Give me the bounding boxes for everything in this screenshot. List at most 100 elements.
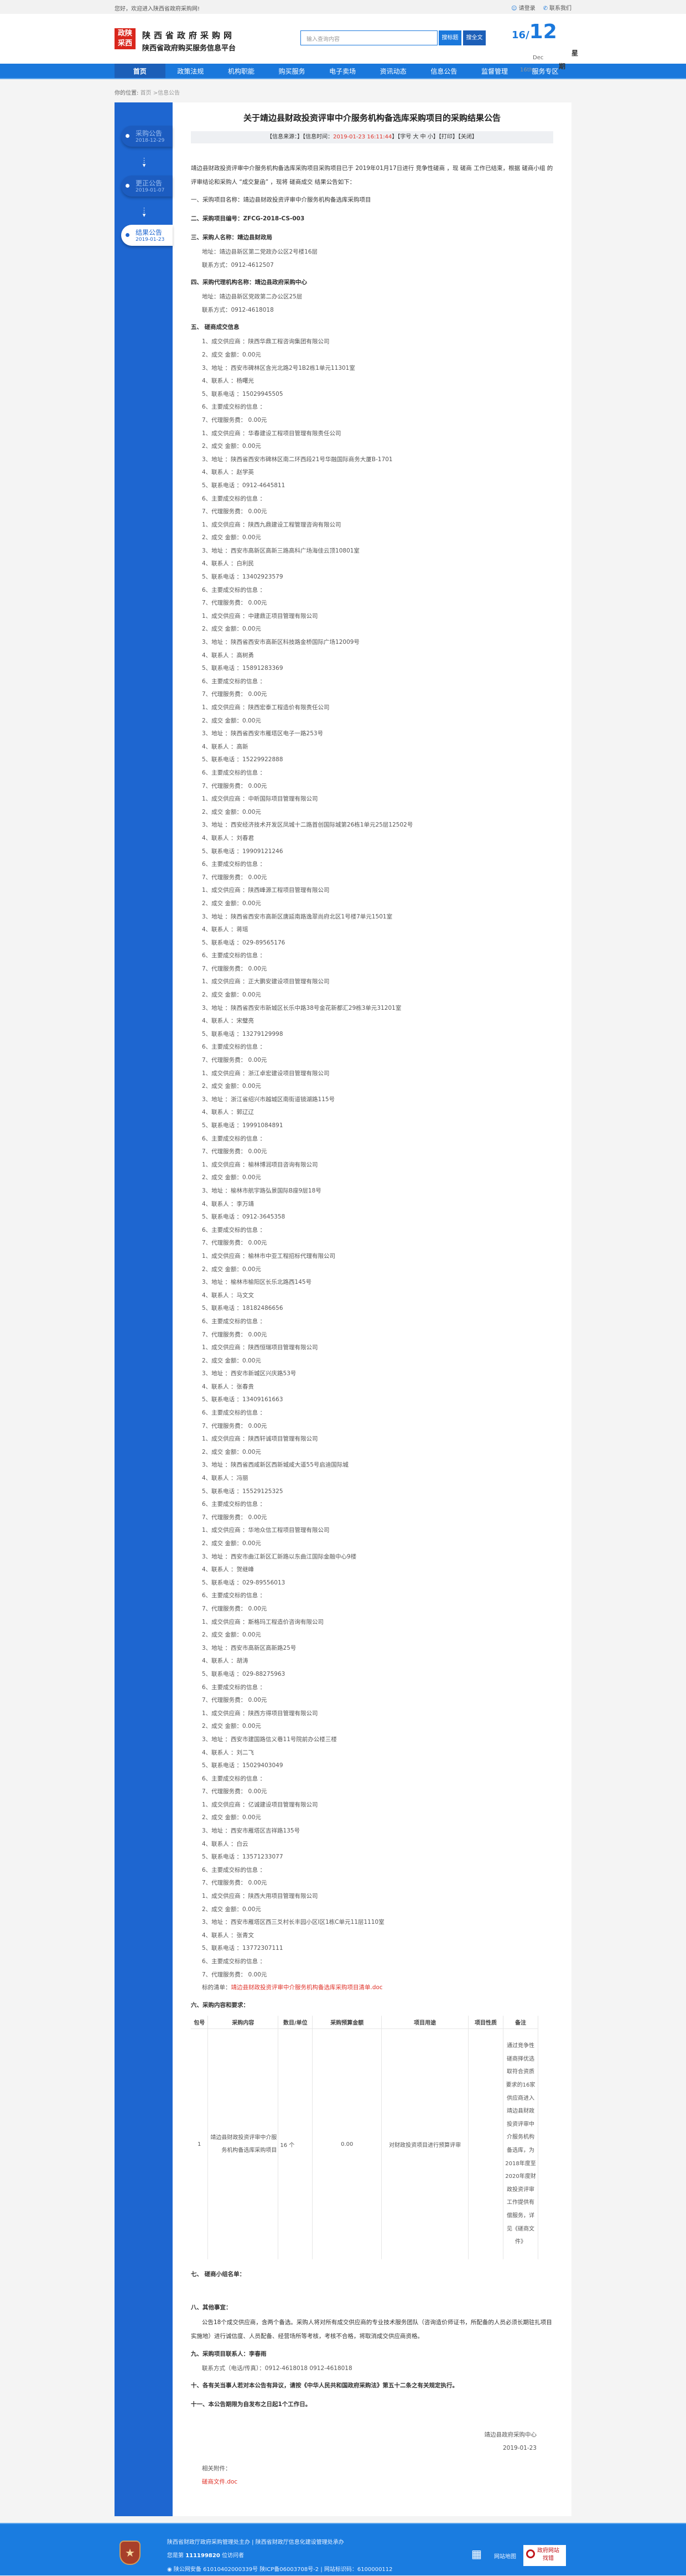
field-value: 0.00元: [242, 1814, 261, 1821]
supplier-contact-row: 4、联系人 ：刘春君: [191, 832, 553, 845]
date-day: 16: [512, 29, 526, 41]
nav-item[interactable]: 资讯动态: [380, 68, 407, 75]
nav-item[interactable]: 首页: [115, 64, 165, 78]
field-label: 2、成交 金额：: [202, 900, 243, 907]
field-label: 2、成交 金额：: [202, 1906, 243, 1913]
field-label: 2、成交 金额：: [202, 1723, 243, 1730]
item-list-file-link[interactable]: 靖边县财政投资评审中介服务机构备选库采购项目清单.doc: [231, 1984, 383, 1991]
field-label: 5、联系电话 ：: [202, 665, 243, 672]
breadcrumb-path[interactable]: 首页 >信息公告: [140, 90, 180, 96]
nav-item[interactable]: 机构职能: [227, 68, 254, 75]
timeline-item-correction[interactable]: 更正公告 2019-01-07: [121, 175, 173, 197]
field-value: 陕西省西安市雁塔区电子一路253号: [231, 730, 324, 737]
nav-item[interactable]: 购买服务: [278, 68, 305, 75]
field-value: 0.00元: [242, 443, 261, 450]
field-label: 7、代理服务费：: [202, 1971, 248, 1978]
supplier-block: 1、成交供应商 ：榆林市中亚工程招标代理有限公司 2、成交 金额：0.00元 3、地…: [191, 1250, 553, 1341]
visitor-post: 位访问者: [220, 2553, 244, 2559]
field-label: 2、成交 金额：: [202, 992, 243, 999]
supplier-amount-row: 2、成交 金额：0.00元: [191, 1355, 553, 1368]
supplier-contact-row: 4、联系人 ：宋璧亮: [191, 1015, 553, 1028]
field-value: 0.00元: [248, 1331, 267, 1338]
field-value: 华地众信工程项目管理有限公司: [248, 1527, 330, 1534]
supplier-subject-row: 6、主要成交标的信息 ：: [191, 949, 553, 963]
login-link[interactable]: ☺ 请登录: [511, 3, 535, 12]
supplier-phone-row: 5、联系电话 ：029-88275963: [191, 1668, 553, 1681]
supplier-supplier-row: 1、成交供应商 ：中建鼎正项目管理有限公司: [191, 610, 553, 623]
field-value: 陕西省西安市高新区科技路金桥国际广场12009号: [231, 639, 360, 646]
field-value: 0.00元: [248, 874, 267, 881]
nav-item[interactable]: 服务专区: [532, 68, 559, 75]
party-emblem-icon[interactable]: ★: [119, 2541, 141, 2565]
nav-item[interactable]: 电子卖场: [329, 68, 356, 75]
field-label: 3、地址 ：: [202, 639, 231, 646]
supplier-address-row: 3、地址 ：榆林市航宇路弘景国际B座9层18号: [191, 1185, 553, 1198]
field-label: 4、联系人 ：: [202, 1840, 237, 1847]
weekday-char-1: 星: [571, 49, 579, 57]
field-label: 7、代理服务费：: [202, 691, 248, 698]
field-value: 0.00元: [242, 717, 261, 724]
supplier-subject-row: 6、主要成交标的信息 ：: [191, 401, 553, 414]
welcome-text: 您好，欢迎进入陕西省政府采购网!: [115, 6, 200, 12]
field-label: 7、代理服务费：: [202, 600, 248, 607]
supplier-phone-row: 5、联系电话 ：0912-4645811: [191, 479, 553, 493]
agency-phone: 联系方式：0912-4618018: [202, 306, 274, 313]
supplier-address-row: 3、地址 ：陕西省西安市高新区唐延南路逸翠尚府北区1号楼7单元1501室: [191, 911, 553, 924]
info-tools[interactable]: 】【字号 大 中 小】【打印】【关闭】: [392, 134, 477, 140]
field-label: 3、地址 ：: [202, 1370, 231, 1377]
field-label: 2、成交 金额：: [202, 534, 243, 541]
field-label: 2、成交 金额：: [202, 1357, 243, 1364]
sitemap-link[interactable]: 网站地图: [494, 2554, 516, 2560]
site-logo[interactable]: 政陕 采西: [115, 28, 136, 49]
supplier-contact-row: 4、联系人 ：赵学英: [191, 466, 553, 479]
agency-address: 地址：靖边县新区党政第二办公区25层: [202, 293, 303, 301]
field-value: 陕西轩诚项目管理有限公司: [248, 1436, 318, 1443]
contact-link[interactable]: ✆ 联系我们: [543, 3, 571, 12]
field-label: 6、主要成交标的信息 ：: [202, 586, 266, 593]
field-value: 陕西省西咸新区西新城咸大道55号启迪国际城: [231, 1462, 349, 1469]
field-label: 7、代理服务费：: [202, 965, 248, 972]
field-label: 1、成交供应商 ：: [202, 612, 248, 620]
table-header: 项目用途: [381, 2015, 469, 2030]
search-fulltext-button[interactable]: 搜全文: [463, 30, 486, 45]
section-5: 五、 磋商成交信息: [191, 324, 240, 331]
icp-text[interactable]: 陕公网安备 61010402000339号 陕ICP备06003708号-2 |…: [173, 2567, 393, 2573]
supplier-block: 1、成交供应商 ：华春建设工程项目管理有限责任公司 2、成交 金额：0.00元 3、…: [191, 427, 553, 519]
field-value: 郭辽辽: [236, 1109, 254, 1116]
nav-item[interactable]: 信息公告: [430, 68, 458, 75]
search-title-button[interactable]: 搜标题: [439, 30, 461, 45]
field-value: 13409161663: [242, 1396, 283, 1403]
supplier-address-row: 3、地址 ：西安市高新区高新路25号: [191, 1642, 553, 1655]
supplier-fee-row: 7、代理服务费： 0.00元: [191, 1785, 553, 1799]
field-value: 蒋瑶: [236, 926, 248, 933]
other-matters-text: 公告18个成交供应商，含两个备选。采购人将对所有成交供应商的专业技术服务团队（咨…: [191, 2319, 552, 2340]
field-value: 0.00元: [248, 1148, 267, 1155]
field-label: 6、主要成交标的信息 ：: [202, 1410, 266, 1417]
table-header: 包号: [191, 2015, 209, 2030]
nav-item[interactable]: 政策法规: [177, 68, 204, 75]
field-label: 1、成交供应商 ：: [202, 1893, 248, 1900]
supplier-phone-row: 5、联系电话 ：13571233077: [191, 1851, 553, 1864]
map-icon[interactable]: ▦: [471, 2547, 482, 2560]
timeline-item-procurement[interactable]: 采购公告 2018-12-29: [121, 126, 173, 147]
field-value: 0.00元: [242, 1540, 261, 1547]
cell-budget: 0.00: [312, 2028, 382, 2259]
supplier-supplier-row: 1、成交供应商 ：陕西华鼎工程咨询集团有限公司: [191, 335, 553, 349]
search-input[interactable]: 输入查询内容: [300, 30, 438, 45]
field-value: 0.00元: [242, 992, 261, 999]
nav-item[interactable]: 监督管理: [481, 68, 508, 75]
gov-site-error-report-button[interactable]: 政府网站 找错: [523, 2545, 566, 2566]
field-label: 6、主要成交标的信息 ：: [202, 1958, 266, 1965]
field-label: 7、代理服务费：: [202, 874, 248, 881]
section-9: 九、采购项目联系人：李春雨: [191, 2350, 267, 2357]
field-label: 6、主要成交标的信息 ：: [202, 1684, 266, 1691]
field-label: 1、成交供应商 ：: [202, 978, 248, 985]
field-label: 7、代理服务费：: [202, 1605, 248, 1612]
attachment-link[interactable]: 磋商文件.doc: [202, 2478, 238, 2485]
timeline-item-result[interactable]: 结果公告 2019-01-23: [121, 225, 173, 246]
field-label: 5、联系电话 ：: [202, 1945, 243, 1952]
field-value: 13402923579: [242, 574, 283, 581]
field-value: 0.00元: [248, 1422, 267, 1429]
field-label: 6、主要成交标的信息 ：: [202, 1226, 266, 1233]
supplier-fee-row: 7、代理服务费： 0.00元: [191, 597, 553, 610]
